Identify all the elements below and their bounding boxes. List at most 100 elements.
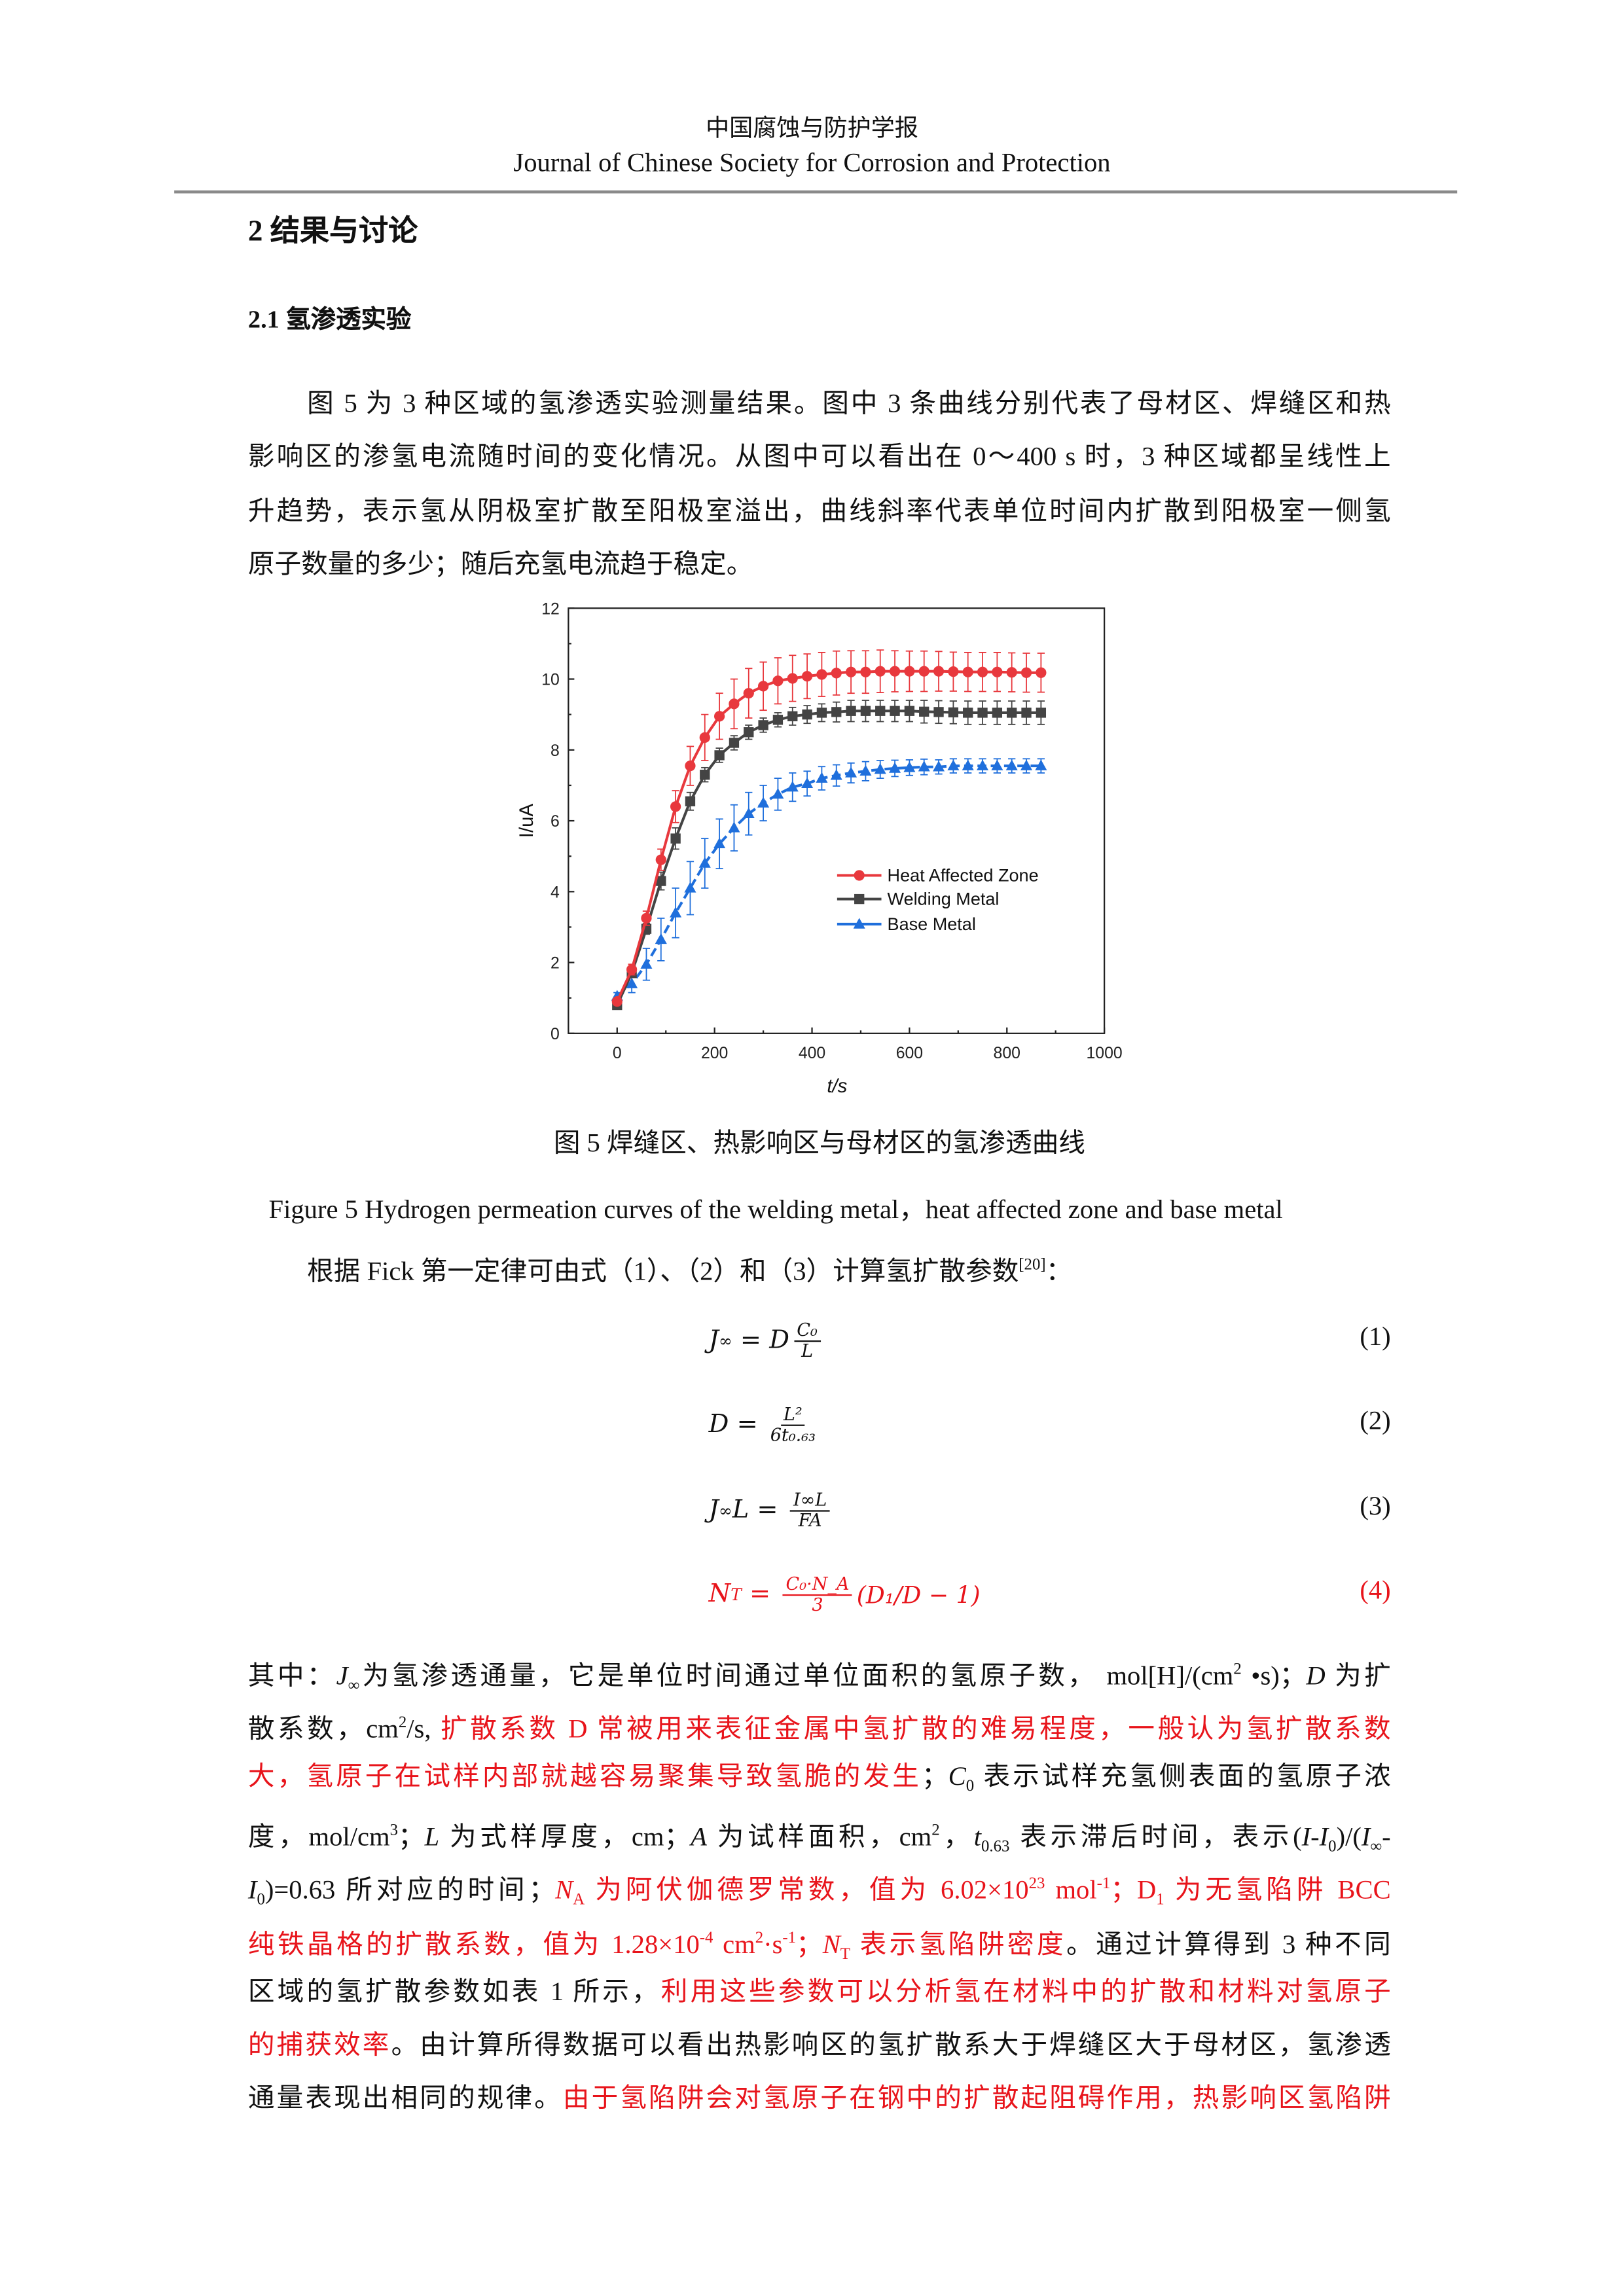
text-segment: D: [1306, 1660, 1326, 1691]
data-point: [670, 801, 681, 812]
x-tick-label: 200: [701, 1045, 728, 1062]
paragraph-line: 纯铁晶格的扩散系数，值为 1.28×10-4 cm2·s-1；NT 表示氢陷阱密…: [248, 1922, 1391, 1964]
text-segment: 2: [398, 1713, 407, 1732]
highlighted-text: 1: [1156, 1891, 1164, 1909]
subsection-title: 2.1 氢渗透实验: [247, 305, 412, 334]
text-segment: 度，mol/cm: [247, 1821, 390, 1852]
text-segment: 为试样面积，cm: [706, 1821, 932, 1852]
highlighted-text: 大，氢原子在试样内部就越容易聚集导致氢脆的发生: [247, 1761, 922, 1791]
data-point: [992, 666, 1003, 677]
eq-factor: D: [769, 1325, 790, 1355]
text-segment: 为氢渗透通量，它是单位时间通过单位面积的氢原子数， mol[H]/(cm: [359, 1660, 1234, 1691]
text-segment: •s)；: [1241, 1660, 1307, 1691]
data-point: [918, 761, 930, 772]
data-point: [933, 707, 944, 717]
data-point: [1005, 759, 1018, 770]
eq-numerator: C₀·N_A: [783, 1573, 853, 1596]
data-point: [860, 706, 871, 716]
text-segment: ；: [397, 1821, 425, 1852]
eq-fraction: L² 6t₀.₆₃: [770, 1404, 816, 1444]
data-point: [890, 706, 900, 716]
text-segment: 2: [931, 1821, 940, 1840]
data-point: [963, 708, 973, 718]
equation-number: (3): [1360, 1491, 1391, 1521]
highlighted-text: cm: [713, 1929, 755, 1960]
equation-number: (4): [1360, 1575, 1391, 1605]
header-rule: [174, 190, 1458, 194]
x-tick-label: 0: [613, 1045, 622, 1062]
data-point: [1020, 759, 1033, 770]
figure-caption-cn: 图 5 焊缝区、热影响区与母材区的氢渗透曲线: [553, 1128, 1085, 1158]
eq-lhs-sub: ∞: [719, 1500, 732, 1520]
y-tick-label: 6: [550, 813, 560, 831]
data-point: [656, 876, 666, 886]
text-segment: /s,: [406, 1713, 441, 1744]
text-segment: L: [424, 1821, 440, 1852]
data-point: [977, 666, 988, 677]
data-point: [933, 761, 945, 772]
paragraph-line: 散系数，cm2/s, 扩散系数 D 常被用来表征金属中氢扩散的难易程度，一般认为…: [248, 1706, 1391, 1744]
text-segment: ∞: [348, 1677, 360, 1695]
data-point: [787, 711, 798, 722]
paragraph-line: 度，mol/cm3；L 为式样厚度，cm；A 为试样面积，cm2，t0.63 表…: [248, 1814, 1391, 1856]
data-point: [743, 688, 754, 699]
eq-equals: =: [729, 1410, 766, 1440]
data-point: [626, 977, 638, 988]
x-tick-label: 400: [799, 1045, 825, 1062]
data-point: [641, 912, 652, 924]
data-point: [670, 906, 682, 918]
highlighted-text: -1: [782, 1929, 797, 1948]
data-point: [962, 759, 974, 770]
eq-denominator: 3: [812, 1593, 823, 1615]
data-point: [728, 821, 740, 833]
fick-text: 根据 Fick 第一定律可由式（1）、（2）和（3）计算氢扩散参数: [307, 1256, 1019, 1286]
eq-lhs: J: [708, 1325, 719, 1355]
legend-item: Welding Metal: [837, 889, 999, 909]
text-segment: -: [1382, 1821, 1391, 1852]
data-point: [714, 750, 725, 761]
y-tick-label: 12: [541, 600, 560, 618]
data-point: [816, 708, 827, 718]
data-point: [1006, 667, 1017, 678]
text-segment: 为扩: [1325, 1660, 1391, 1691]
data-point: [685, 796, 696, 806]
highlighted-text: -4: [699, 1929, 713, 1948]
text-segment: I-I: [1301, 1821, 1329, 1852]
legend-marker: [854, 893, 865, 905]
highlighted-text: A: [573, 1891, 585, 1909]
data-point: [846, 706, 856, 716]
text-segment: 其中：: [247, 1660, 336, 1691]
paragraph-line: 影响区的渗氢电流随时间的变化情况。从图中可以看出在 0～400 s 时，3 种区…: [247, 441, 1391, 471]
data-point: [977, 708, 988, 718]
equation-number: (1): [1360, 1321, 1391, 1351]
data-point: [758, 720, 768, 730]
eq-fraction: C₀·N_A 3: [783, 1573, 853, 1615]
citation-ref[interactable]: [20]: [1019, 1256, 1046, 1274]
data-point: [992, 708, 1003, 718]
highlighted-text: -1: [1096, 1874, 1111, 1893]
highlighted-text: N: [822, 1929, 840, 1960]
paragraph-line: 图 5 为 3 种区域的氢渗透实验测量结果。图中 3 条曲线分别代表了母材区、焊…: [307, 388, 1391, 418]
highlighted-text: 为无氢陷阱 BCC: [1164, 1874, 1391, 1905]
y-tick-label: 10: [541, 672, 560, 689]
text-segment: )=0.63 所对应的时间；: [264, 1874, 556, 1905]
highlighted-text: T: [840, 1945, 850, 1964]
data-point: [904, 666, 915, 677]
data-point: [700, 770, 710, 780]
data-point: [830, 769, 842, 780]
eq-post: (D₁/D − 1): [856, 1580, 981, 1609]
highlighted-text: ·s: [763, 1929, 783, 1960]
y-tick-label: 2: [550, 955, 560, 973]
data-point: [948, 707, 959, 718]
equation-3: J ∞ L = I∞L FA: [709, 1485, 835, 1535]
data-point: [684, 882, 696, 893]
data-point: [1020, 667, 1032, 678]
highlighted-text: 为阿伏伽德罗常数，值为 6.02×10: [585, 1874, 1029, 1905]
paragraph-fick: 根据 Fick 第一定律可由式（1）、（2）和（3）计算氢扩散参数[20]：: [307, 1250, 1072, 1289]
paragraph-line: 的捕获效率。由计算所得数据可以看出热影响区的氢扩散系大于焊缝区大于母材区，氢渗透: [248, 2028, 1391, 2061]
y-tick-label: 4: [550, 884, 560, 901]
eq-lhs: D: [708, 1410, 729, 1440]
paragraph-line: 区域的氢扩散参数如表 1 所示，利用这些参数可以分析氢在材料中的扩散和材料对氢原…: [248, 1975, 1391, 2008]
eq-equals: =: [732, 1325, 770, 1355]
paragraph-line: 原子数量的多少；随后充氢电流趋于稳定。: [247, 549, 753, 579]
